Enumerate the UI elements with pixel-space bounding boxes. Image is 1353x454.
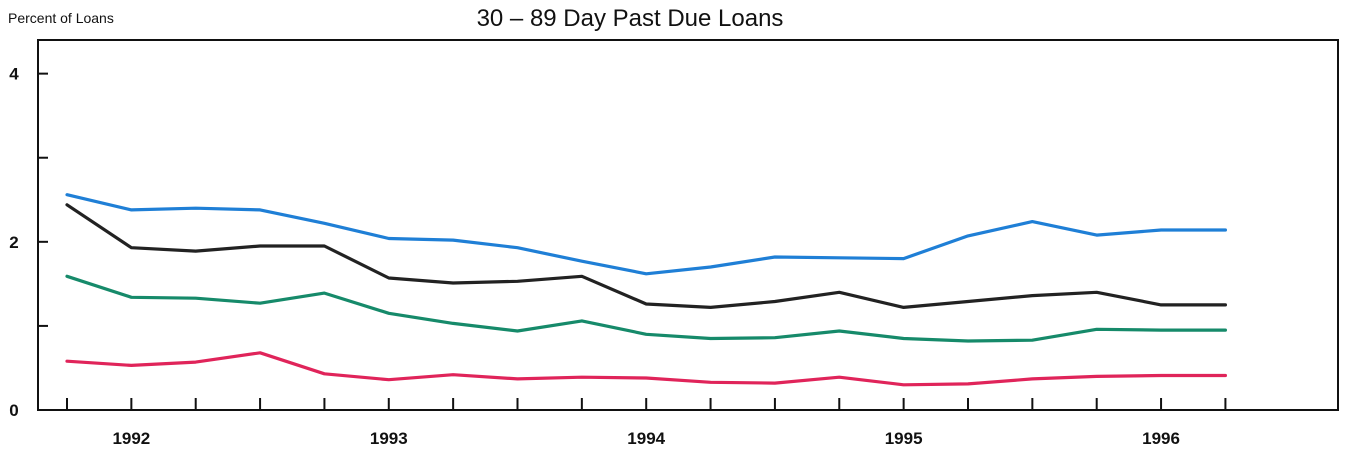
- y-tick-label-1: 2: [9, 233, 18, 252]
- series-line-2: [65, 274, 1228, 343]
- y-axis-unit-label: Percent of Loans: [8, 10, 114, 26]
- x-tick-label-0: 1992: [112, 429, 150, 448]
- chart-title: 30 – 89 Day Past Due Loans: [477, 5, 784, 32]
- series-line-0: [65, 193, 1228, 276]
- series-line-3: [65, 351, 1228, 387]
- y-tick-label-2: 4: [9, 65, 19, 84]
- axis-labels: 0 2 4 1992 1993 1994 1995 1996: [9, 65, 1180, 448]
- series-group: [65, 193, 1228, 387]
- x-tick-label-2: 1994: [627, 429, 665, 448]
- x-tick-label-3: 1995: [885, 429, 923, 448]
- y-tick-label-0: 0: [9, 401, 18, 420]
- series-line-1: [65, 203, 1228, 309]
- x-tick-label-4: 1996: [1142, 429, 1180, 448]
- plot-frame: [37, 39, 1339, 411]
- x-tick-label-1: 1993: [370, 429, 408, 448]
- axis-ticks: [38, 72, 1227, 411]
